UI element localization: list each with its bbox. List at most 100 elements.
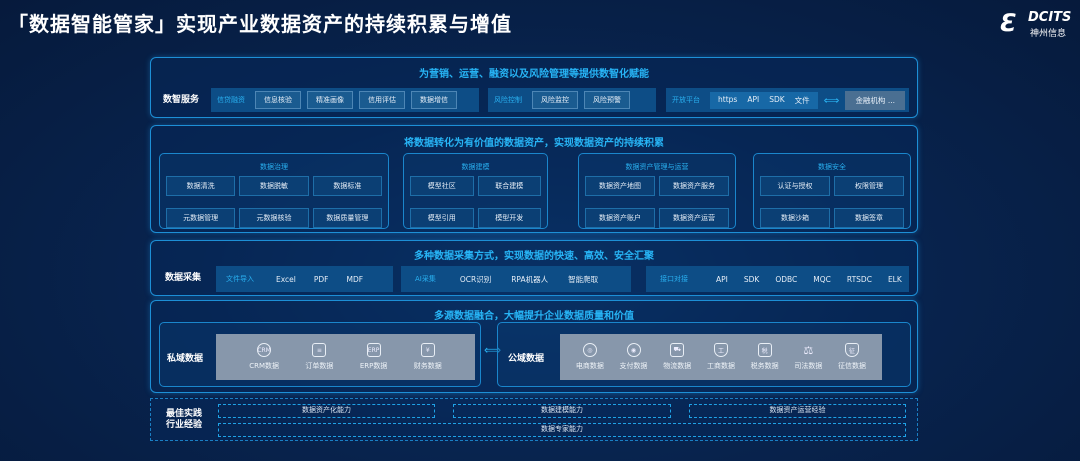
- source-label: 税务数据: [750, 362, 779, 370]
- source-label: 物流数据: [663, 362, 692, 370]
- method: MDF: [346, 274, 364, 284]
- double-arrow-icon: ⟺: [823, 93, 840, 107]
- chip[interactable]: 信用评估: [359, 91, 405, 109]
- collect-label: 数据采集: [165, 273, 202, 283]
- source-label: 司法数据: [794, 362, 823, 370]
- modeling-box: 数据建模 模型社区 联合建模 模型引用 模型开发: [403, 153, 548, 229]
- cell[interactable]: 数据脱敏: [239, 176, 309, 196]
- cell[interactable]: 数据资产账户: [585, 208, 655, 228]
- target-box: 金融机构 ...: [845, 90, 905, 110]
- practice-item: 数据建模能力: [453, 404, 671, 418]
- ai-collect-group: AI采集 OCR识别 RPA机器人 智能爬取: [401, 266, 631, 292]
- method: OCR识别: [459, 274, 492, 284]
- group-label: 信贷融资: [217, 96, 245, 104]
- page-title: 「数据智能管家」实现产业数据资产的持续积累与增值: [8, 12, 512, 36]
- cell[interactable]: 元数据管理: [166, 208, 236, 228]
- source-order[interactable]: ≡ 订单数据: [305, 343, 333, 371]
- source-label: 工商数据: [706, 362, 735, 370]
- cell[interactable]: 数据资产运营: [659, 208, 729, 228]
- source-finance[interactable]: ¥ 财务数据: [414, 343, 442, 371]
- method: ELK: [887, 274, 902, 284]
- coin-icon: ◉: [626, 343, 641, 357]
- erp-icon: ERP: [366, 343, 381, 357]
- file-import-group: 文件导入 Excel PDF MDF: [216, 266, 393, 292]
- public-label: 公域数据: [508, 354, 545, 364]
- source-label: 征信数据: [838, 362, 867, 370]
- source-label: 支付数据: [619, 362, 648, 370]
- protocol: https: [718, 94, 738, 104]
- risk-group: 风险控制 风险监控 风险预警: [488, 88, 656, 112]
- practice-panel: 最佳实践 行业经验 数据资产化能力 数据建模能力 数据资产运营经验 数据专家能力: [150, 398, 918, 441]
- group-label: 开放平台: [672, 96, 700, 104]
- private-data-box: 私域数据 CRM CRM数据 ≡ 订单数据 ERP ERP数据 ¥ 财务数据: [159, 322, 481, 387]
- source-crm[interactable]: CRM CRM数据: [249, 343, 279, 371]
- service-label: 数智服务: [163, 95, 200, 105]
- method: API: [716, 274, 728, 284]
- crm-icon: CRM: [257, 343, 272, 357]
- cell[interactable]: 数据资产服务: [659, 176, 729, 196]
- chip[interactable]: 信息核验: [255, 91, 301, 109]
- cell[interactable]: 数据质量管理: [312, 208, 382, 228]
- private-sources: CRM CRM数据 ≡ 订单数据 ERP ERP数据 ¥ 财务数据: [216, 334, 475, 380]
- source-credit[interactable]: 征征信数据: [838, 343, 866, 371]
- logo-icon: ℇ: [1000, 9, 1017, 37]
- chip[interactable]: 精准画像: [307, 91, 353, 109]
- cell[interactable]: 数据沙箱: [760, 208, 830, 228]
- truck-icon: ⛟: [670, 343, 685, 357]
- dcits-logo: ℇ DCITS 神州信息: [1000, 6, 1078, 39]
- cell[interactable]: 数据资产地图: [585, 176, 655, 196]
- source-judicial[interactable]: ⚖ 司法数据: [794, 343, 822, 371]
- box-title: 数据治理: [260, 163, 288, 171]
- chip[interactable]: 风险预警: [584, 91, 630, 109]
- source-payment[interactable]: ◉ 支付数据: [620, 343, 648, 371]
- source-business[interactable]: 工工商数据: [707, 343, 735, 371]
- cell[interactable]: 模型开发: [477, 208, 541, 228]
- method: RPA机器人: [511, 274, 549, 284]
- yuan-icon: ¥: [420, 343, 435, 357]
- cell[interactable]: 模型引用: [410, 208, 474, 228]
- source-label: 订单数据: [305, 362, 334, 370]
- cell[interactable]: 数据标准: [312, 176, 382, 196]
- protocol-list: https API SDK 文件: [710, 91, 818, 109]
- cell[interactable]: 认证与授权: [760, 176, 830, 196]
- source-ecommerce[interactable]: ◎ 电商数据: [576, 343, 604, 371]
- group-label: 接口对接: [660, 275, 688, 283]
- asset-ops-box: 数据资产管理与运营 数据资产地图 数据资产服务 数据资产账户 数据资产运营: [578, 153, 736, 229]
- collect-heading: 多种数据采集方式，实现数据的快速、高效、安全汇聚: [414, 251, 654, 262]
- source-label: CRM数据: [249, 362, 279, 370]
- cell[interactable]: 数据签章: [834, 208, 904, 228]
- double-arrow-icon: ⟺: [484, 343, 502, 357]
- cell[interactable]: 元数据核验: [239, 208, 309, 228]
- security-box: 数据安全 认证与授权 权限管理 数据沙箱 数据签章: [753, 153, 911, 229]
- source-tax[interactable]: 税税务数据: [751, 343, 779, 371]
- source-erp[interactable]: ERP ERP数据: [360, 343, 387, 371]
- platform-group: 开放平台 https API SDK 文件 ⟺ 金融机构 ...: [666, 88, 909, 112]
- collect-panel: 多种数据采集方式，实现数据的快速、高效、安全汇聚 数据采集 文件导入 Excel…: [150, 240, 918, 296]
- cell[interactable]: 模型社区: [410, 176, 474, 196]
- cell[interactable]: 数据清洗: [166, 176, 236, 196]
- method: SDK: [743, 274, 760, 284]
- clipboard-icon: ≡: [312, 343, 327, 357]
- method: MQC: [813, 274, 831, 284]
- practice-label: 最佳实践 行业经验: [166, 409, 202, 431]
- source-logistics[interactable]: ⛟ 物流数据: [663, 343, 691, 371]
- method: ODBC: [775, 274, 798, 284]
- practice-label-1: 最佳实践: [166, 409, 203, 419]
- assets-panel: 将数据转化为有价值的数据资产，实现数据资产的持续积累 数据治理 数据清洗 数据脱…: [150, 125, 918, 233]
- chip[interactable]: 数据增信: [411, 91, 457, 109]
- public-data-box: 公域数据 ◎ 电商数据 ◉ 支付数据 ⛟ 物流数据 工工商数据 税税务数据 ⚖ 司法数据…: [497, 322, 911, 387]
- chip[interactable]: 风险监控: [532, 91, 578, 109]
- practice-label-2: 行业经验: [166, 420, 203, 430]
- logo-text: DCITS: [1028, 10, 1072, 25]
- logo-subtext: 神州信息: [1030, 29, 1067, 39]
- fusion-heading: 多源数据融合，大幅提升企业数据质量和价值: [434, 311, 634, 322]
- box-title: 数据建模: [461, 163, 490, 171]
- cell[interactable]: 权限管理: [834, 176, 904, 196]
- box-title: 数据安全: [818, 163, 846, 171]
- method: 智能爬取: [568, 274, 599, 284]
- cell[interactable]: 联合建模: [477, 176, 541, 196]
- group-label: 风险控制: [494, 96, 522, 104]
- shield-icon: 征: [845, 343, 860, 357]
- globe-cart-icon: ◎: [582, 343, 597, 357]
- service-panel: 为营销、运营、融资以及风险管理等提供数智化赋能 数智服务 信贷融资 信息核验 精…: [150, 57, 918, 118]
